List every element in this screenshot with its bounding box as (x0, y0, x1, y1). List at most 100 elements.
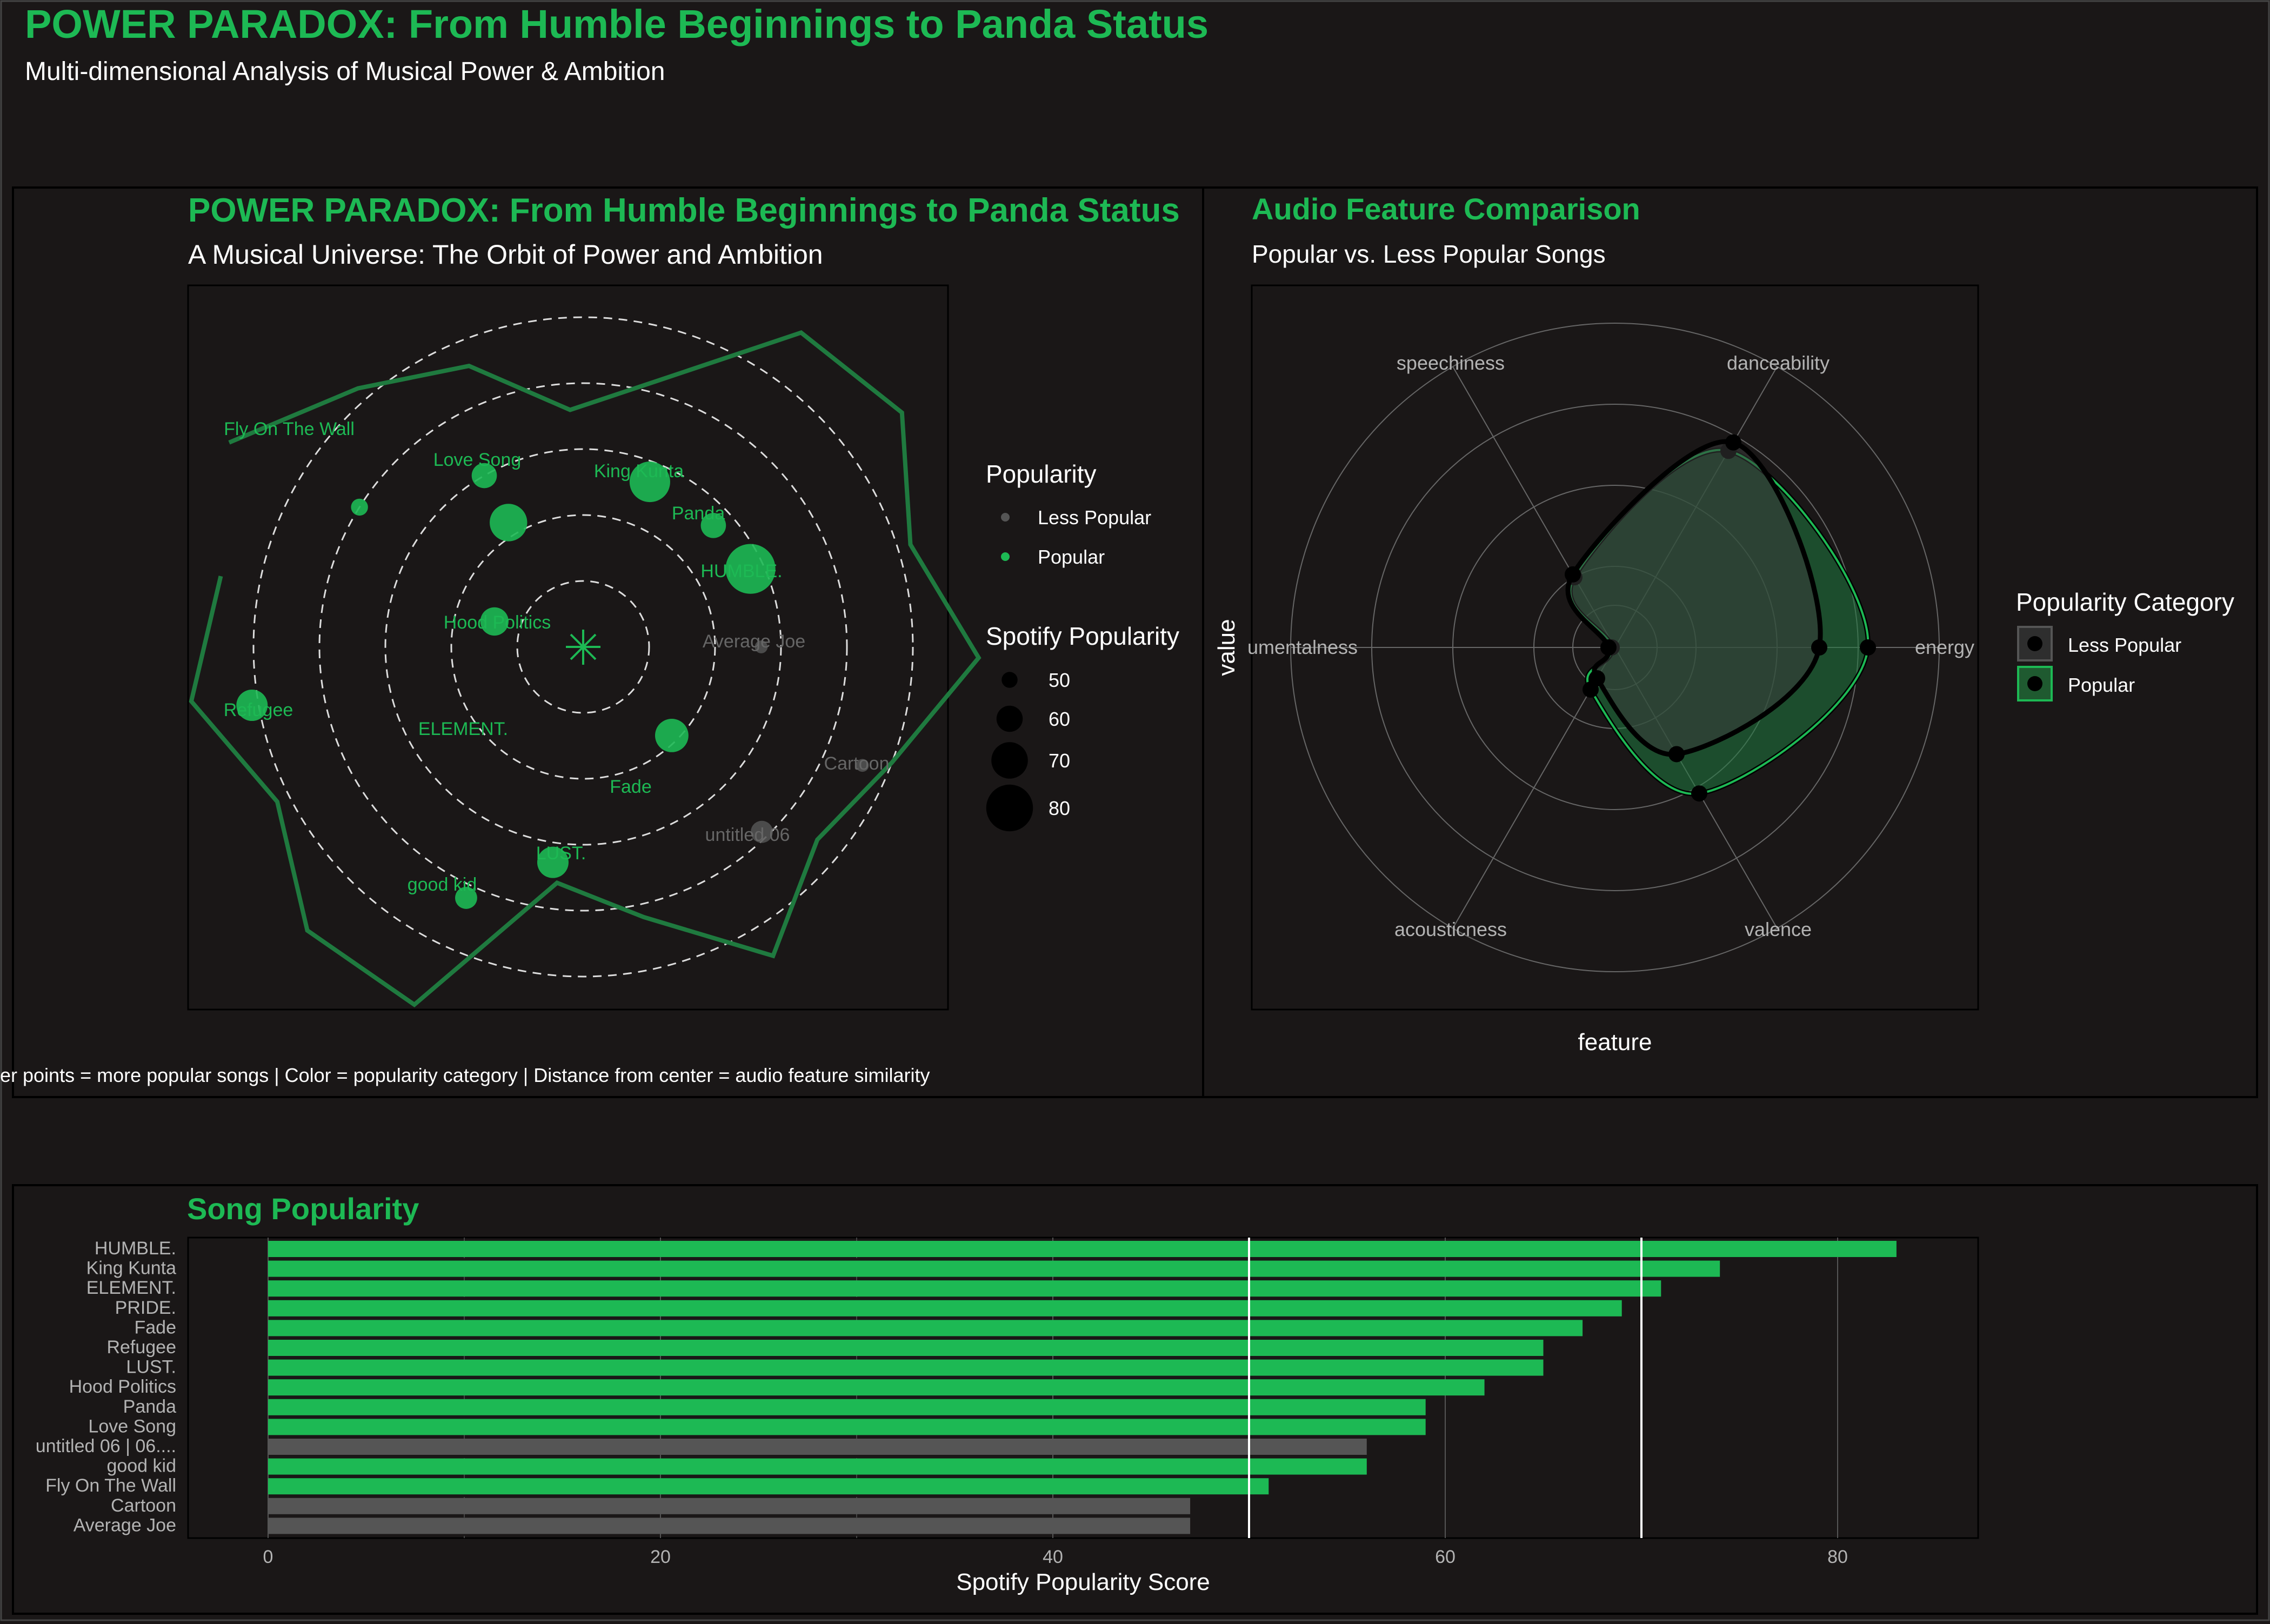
bar-x-axis-title: Spotify Popularity Score (956, 1569, 1210, 1595)
orbit-label-element: ELEMENT. (418, 719, 508, 739)
bar-panel-border (12, 1184, 2258, 1615)
orbit-point-average-joe[interactable] (755, 640, 768, 653)
orbit-label-fly-on-the-wall: Fly On The Wall (224, 419, 355, 439)
bar-plot-area (187, 1237, 1979, 1539)
bar-humble[interactable] (268, 1241, 1897, 1257)
radar-panel-border (1202, 186, 2258, 1098)
radar-axis-label-valence: valence (1745, 918, 1812, 940)
orbit-point-element[interactable] (490, 504, 528, 542)
bar-label-love-song: Love Song (88, 1416, 176, 1436)
orbit-label-refugee: Refugee (224, 700, 293, 720)
size-legend-label-70: 70 (1049, 750, 1070, 772)
radar-point-less-popular-valence[interactable] (1668, 746, 1685, 763)
radar-panel: Audio Feature Comparison Popular vs. Les… (1202, 186, 2258, 1098)
orbit-point-humble[interactable] (725, 544, 776, 594)
orbit-point-cartoon[interactable] (856, 759, 869, 772)
orbit-label-untitled-06: untitled 06 (705, 825, 790, 845)
orbit-title: POWER PARADOX: From Humble Beginnings to… (188, 192, 1180, 229)
orbit-point-refugee[interactable] (236, 690, 268, 721)
orbit-caption: er points = more popular songs | Color =… (0, 1064, 930, 1086)
bar-label-panda: Panda (123, 1396, 176, 1417)
radar-title: Audio Feature Comparison (1252, 192, 1640, 226)
radar-point-popular-valence[interactable] (1691, 785, 1707, 802)
size-legend: 50 60 70 80 (986, 669, 1070, 832)
bar-label-pride: PRIDE. (115, 1298, 176, 1318)
radar-point-less-popular-energy[interactable] (1811, 639, 1827, 656)
bar-label-humble: HUMBLE. (95, 1238, 176, 1259)
size-legend-circle-60 (996, 705, 1023, 732)
bar-x-tick-40: 40 (1043, 1547, 1063, 1567)
radar-y-axis-title: value (1213, 619, 1240, 676)
orbit-label-humble: HUMBLE. (700, 561, 782, 582)
size-legend-label-60: 60 (1049, 708, 1070, 730)
orbit-point-hood-politics[interactable] (480, 607, 509, 636)
radar-point-less-popular-instrumentalness[interactable] (1600, 639, 1617, 656)
orbit-label-average-joe: Average Joe (703, 631, 805, 652)
orbit-label-good-kid: good kid (408, 874, 477, 895)
orbit-path (189, 330, 982, 1008)
radar-point-less-popular-danceability[interactable] (1725, 434, 1741, 451)
orbit-label-hood-politics: Hood Politics (444, 612, 551, 633)
bar-label-fly-on-the-wall: Fly On The Wall (45, 1475, 176, 1496)
orbit-ring-2 (450, 514, 716, 780)
bar-y-labels: HUMBLE.King KuntaELEMENT.PRIDE.FadeRefug… (36, 1238, 176, 1535)
orbit-label-cartoon: Cartoon (824, 753, 890, 774)
bar-label-refugee: Refugee (106, 1337, 176, 1358)
radar-series (1565, 434, 1876, 802)
radar-point-popular-energy[interactable] (1860, 639, 1876, 656)
radar-axis-label-danceability: danceability (1727, 352, 1830, 374)
bar-fade[interactable] (268, 1320, 1583, 1336)
orbit-point-good-kid[interactable] (455, 886, 477, 909)
bar-average-joe[interactable] (268, 1518, 1191, 1534)
size-legend-circle-50 (1002, 672, 1018, 688)
orbit-point-love-song[interactable] (471, 463, 497, 489)
bar-element[interactable] (268, 1280, 1661, 1297)
bar-label-good-kid: good kid (106, 1456, 176, 1476)
orbit-point-untitled-06-06[interactable] (751, 820, 773, 843)
radar-x-axis-title: feature (1578, 1029, 1652, 1055)
bar-lust[interactable] (268, 1359, 1544, 1376)
bar-label-king-kunta: King Kunta (86, 1258, 176, 1279)
radar-axis-label-instrumentalness: umentalness (1247, 636, 1358, 658)
orbit-point-fly-on-the-wall[interactable] (351, 498, 368, 516)
radar-point-less-popular-speechiness[interactable] (1565, 566, 1581, 583)
bar-love-song[interactable] (268, 1419, 1426, 1435)
bar-good-kid[interactable] (268, 1458, 1367, 1475)
orbit-point-king-kunta[interactable] (629, 462, 670, 503)
orbit-label-panda: Panda (672, 503, 725, 524)
orbit-ring-5 (252, 316, 914, 978)
orbit-point-panda[interactable] (700, 513, 726, 538)
bar-pride[interactable] (268, 1300, 1622, 1316)
orbit-point-fade[interactable] (655, 719, 689, 752)
orbit-label-lust: LUST. (536, 843, 586, 864)
page-subtitle: Multi-dimensional Analysis of Musical Po… (25, 57, 665, 86)
bar-label-lust: LUST. (126, 1357, 176, 1378)
legend-item-popular: Popular (1001, 546, 1105, 568)
orbit-panel: POWER PARADOX: From Humble Beginnings to… (0, 186, 1204, 1098)
radar-axis-label-speechiness: speechiness (1397, 352, 1505, 374)
bar-untitled-06-06[interactable] (268, 1439, 1367, 1455)
bar-x-ticks: 0 20 40 60 80 (263, 1547, 1848, 1567)
orbit-labels: Fly On The Wall Love Song King Kunta Panda H… (224, 419, 890, 895)
bar-king-kunta[interactable] (268, 1260, 1720, 1277)
radar-point-less-popular-acousticness[interactable] (1589, 670, 1605, 687)
orbit-subtitle: A Musical Universe: The Orbit of Power a… (188, 239, 823, 270)
orbit-ring-3 (384, 448, 782, 846)
legend-label-popular: Popular (1038, 546, 1105, 568)
bar-hood-politics[interactable] (268, 1379, 1485, 1396)
bar-cartoon[interactable] (268, 1498, 1191, 1514)
size-legend-label-80: 80 (1049, 797, 1070, 819)
bar-x-tick-0: 0 (263, 1547, 273, 1567)
radar-legend-item-popular: Popular (2017, 666, 2135, 701)
bar-refugee[interactable] (268, 1340, 1544, 1356)
bar-fly-on-the-wall[interactable] (268, 1478, 1269, 1495)
orbit-center-star (566, 630, 600, 665)
bar-panda[interactable] (268, 1399, 1426, 1415)
orbit-label-king-kunta: King Kunta (594, 461, 684, 482)
bar-label-untitled-06-06: untitled 06 | 06.... (36, 1436, 176, 1456)
orbit-point-lust[interactable] (537, 846, 569, 878)
bar-x-tick-80: 80 (1827, 1547, 1848, 1567)
bar-x-tick-20: 20 (650, 1547, 671, 1567)
